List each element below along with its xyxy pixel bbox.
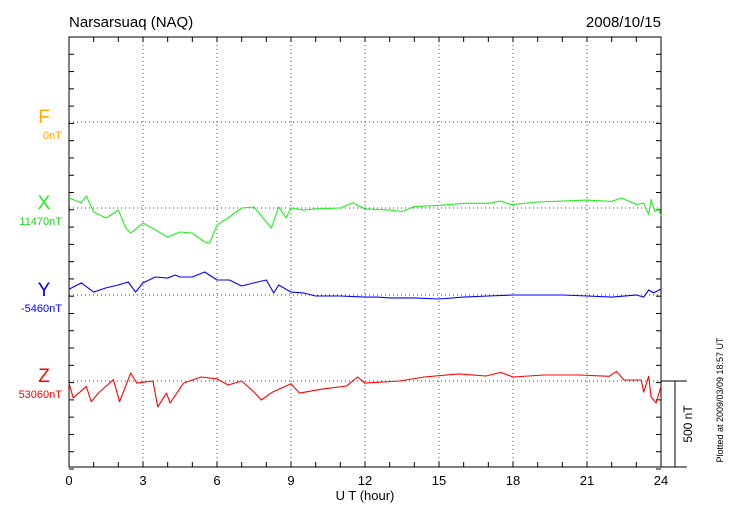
x-tick-label: 24 [654,473,668,488]
x-tick-labels: 0 3 6 9 12 15 18 21 24 [65,473,668,488]
axis-ticks [68,36,662,470]
x-tick-label: 12 [358,473,372,488]
x-tick-label: 6 [213,473,220,488]
x-axis-label: U T (hour) [336,488,395,503]
series-f-name: F [38,107,50,128]
series-x-name: X [38,193,51,214]
series-y-baseline: -5460nT [21,303,62,315]
x-tick-label: 18 [506,473,520,488]
x-tick-label: 15 [432,473,446,488]
x-tick-label: 21 [580,473,594,488]
plotted-at-footer: Plotted at 2009/03/09 18:57 UT [715,337,725,463]
series-f-baseline: 0nT [43,130,62,142]
series-x-baseline: 11470nT [19,216,62,228]
x-tick-label: 0 [65,473,72,488]
series-line-z [68,370,662,408]
series-z-baseline: 53060nT [19,389,63,401]
series-line-x [68,195,662,244]
x-tick-label: 9 [287,473,294,488]
series-group [68,195,662,408]
scale-bar-label: 500 nT [681,405,695,443]
x-tick-label: 3 [139,473,146,488]
grid-lines [69,37,661,467]
series-y-name: Y [38,280,51,301]
chart-title: Narsarsuaq (NAQ) [69,14,193,31]
series-line-y [68,271,662,300]
series-z-name: Z [38,366,50,387]
chart-date: 2008/10/15 [586,14,661,31]
plot-frame [68,36,662,468]
